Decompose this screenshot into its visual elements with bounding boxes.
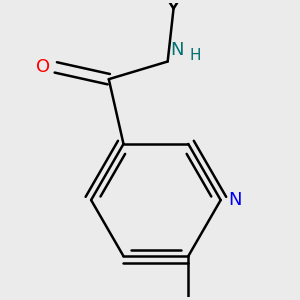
Text: N: N: [171, 40, 184, 58]
Text: O: O: [36, 58, 50, 76]
Text: N: N: [228, 191, 242, 209]
Text: H: H: [190, 48, 201, 63]
